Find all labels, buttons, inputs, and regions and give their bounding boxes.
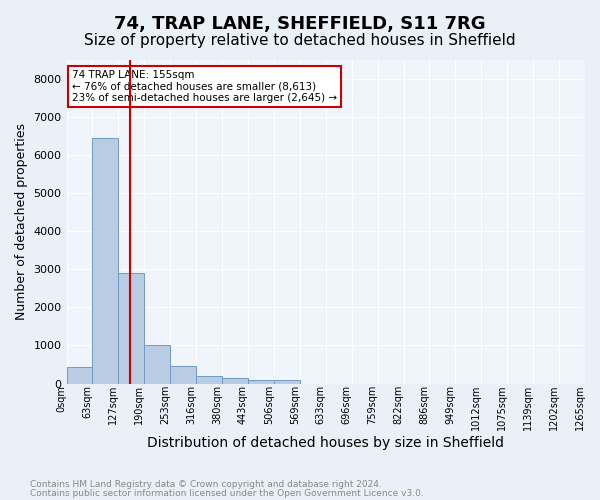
- Text: 74, TRAP LANE, SHEFFIELD, S11 7RG: 74, TRAP LANE, SHEFFIELD, S11 7RG: [114, 15, 486, 33]
- Bar: [274, 380, 300, 384]
- Bar: [145, 346, 170, 384]
- Bar: [92, 138, 118, 384]
- Bar: [222, 378, 248, 384]
- Text: Contains HM Land Registry data © Crown copyright and database right 2024.: Contains HM Land Registry data © Crown c…: [30, 480, 382, 489]
- X-axis label: Distribution of detached houses by size in Sheffield: Distribution of detached houses by size …: [147, 436, 504, 450]
- Text: Size of property relative to detached houses in Sheffield: Size of property relative to detached ho…: [84, 32, 516, 48]
- Bar: [248, 380, 274, 384]
- Y-axis label: Number of detached properties: Number of detached properties: [15, 124, 28, 320]
- Text: Contains public sector information licensed under the Open Government Licence v3: Contains public sector information licen…: [30, 488, 424, 498]
- Bar: [170, 366, 196, 384]
- Bar: [67, 367, 92, 384]
- Text: 74 TRAP LANE: 155sqm
← 76% of detached houses are smaller (8,613)
23% of semi-de: 74 TRAP LANE: 155sqm ← 76% of detached h…: [72, 70, 337, 103]
- Bar: [196, 376, 222, 384]
- Bar: [118, 273, 145, 384]
